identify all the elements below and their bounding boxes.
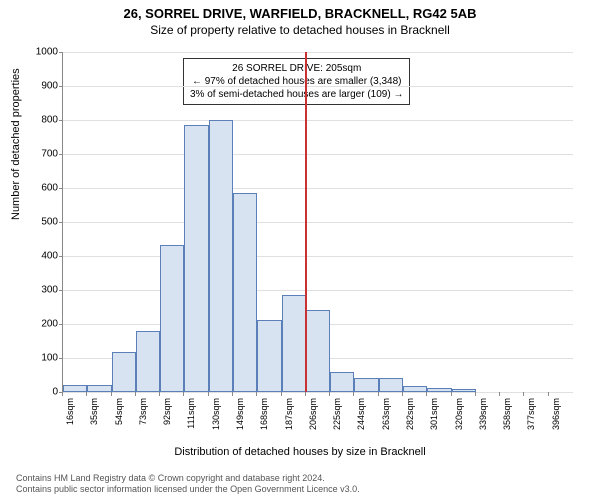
x-tick-label: 54sqm [114,398,124,425]
x-tick-label: 168sqm [259,398,269,430]
x-ticks: 16sqm 35sqm 54sqm 73sqm 92sqm 111sqm 130sqm 149… [62,392,572,442]
grid-line [63,52,573,53]
y-tick-label: 800 [28,115,58,126]
histogram-bar [354,378,378,392]
y-tick-label: 600 [28,183,58,194]
x-tick-label: 130sqm [211,398,221,430]
y-tick-label: 0 [28,387,58,398]
x-tick-label: 35sqm [89,398,99,425]
histogram-bar [209,120,233,392]
footer-line2: Contains public sector information licen… [16,484,360,496]
footer-line1: Contains HM Land Registry data © Crown c… [16,473,360,485]
grid-line [63,290,573,291]
y-axis-label: Number of detached properties [10,68,22,220]
grid-line [63,222,573,223]
x-tick-label: 16sqm [65,398,75,425]
plot-area: 26 SORREL DRIVE: 205sqm ← 97% of detache… [62,52,573,393]
reference-line [305,52,307,392]
x-tick-label: 149sqm [235,398,245,430]
histogram-bar [330,372,354,392]
chart-title: 26, SORREL DRIVE, WARFIELD, BRACKNELL, R… [0,0,600,21]
histogram-bar [379,378,403,392]
y-tick-label: 500 [28,217,58,228]
x-tick-label: 206sqm [308,398,318,430]
x-tick-label: 339sqm [478,398,488,430]
annotation-line1: 26 SORREL DRIVE: 205sqm [190,62,403,75]
y-tick-label: 200 [28,319,58,330]
x-tick-label: 263sqm [381,398,391,430]
x-tick-label: 92sqm [162,398,172,425]
y-tick-label: 100 [28,353,58,364]
grid-line [63,86,573,87]
x-tick-label: 111sqm [186,398,196,429]
grid-line [63,154,573,155]
x-tick-label: 358sqm [502,398,512,430]
x-tick-label: 187sqm [284,398,294,430]
x-tick-label: 244sqm [356,398,366,430]
histogram-bar [257,320,281,392]
histogram-bar [184,125,208,392]
y-tick-label: 400 [28,251,58,262]
x-tick-label: 73sqm [138,398,148,425]
histogram-bar [282,295,306,392]
x-axis-label: Distribution of detached houses by size … [0,446,600,458]
histogram-bar [306,310,330,392]
grid-line [63,188,573,189]
histogram-bar [136,331,160,392]
grid-line [63,120,573,121]
chart-container: { "title_main": "26, SORREL DRIVE, WARFI… [0,0,600,500]
grid-line [63,256,573,257]
histogram-bar [112,352,136,392]
y-tick-label: 900 [28,81,58,92]
y-ticks: 01002003004005006007008009001000 [28,52,62,392]
histogram-bar [233,193,257,392]
x-tick-label: 377sqm [526,398,536,430]
histogram-bar [63,385,87,392]
chart-subtitle: Size of property relative to detached ho… [0,21,600,37]
y-tick-label: 1000 [28,47,58,58]
footer-attribution: Contains HM Land Registry data © Crown c… [16,473,360,496]
annotation-line3: 3% of semi-detached houses are larger (1… [190,88,403,101]
x-tick-label: 282sqm [405,398,415,430]
annotation-box: 26 SORREL DRIVE: 205sqm ← 97% of detache… [183,58,410,105]
histogram-bar [87,385,111,392]
histogram-bar [160,245,184,392]
x-tick-label: 396sqm [551,398,561,430]
x-tick-label: 301sqm [429,398,439,430]
x-tick-label: 225sqm [332,398,342,430]
y-tick-label: 300 [28,285,58,296]
x-tick-label: 320sqm [454,398,464,430]
y-tick-label: 700 [28,149,58,160]
